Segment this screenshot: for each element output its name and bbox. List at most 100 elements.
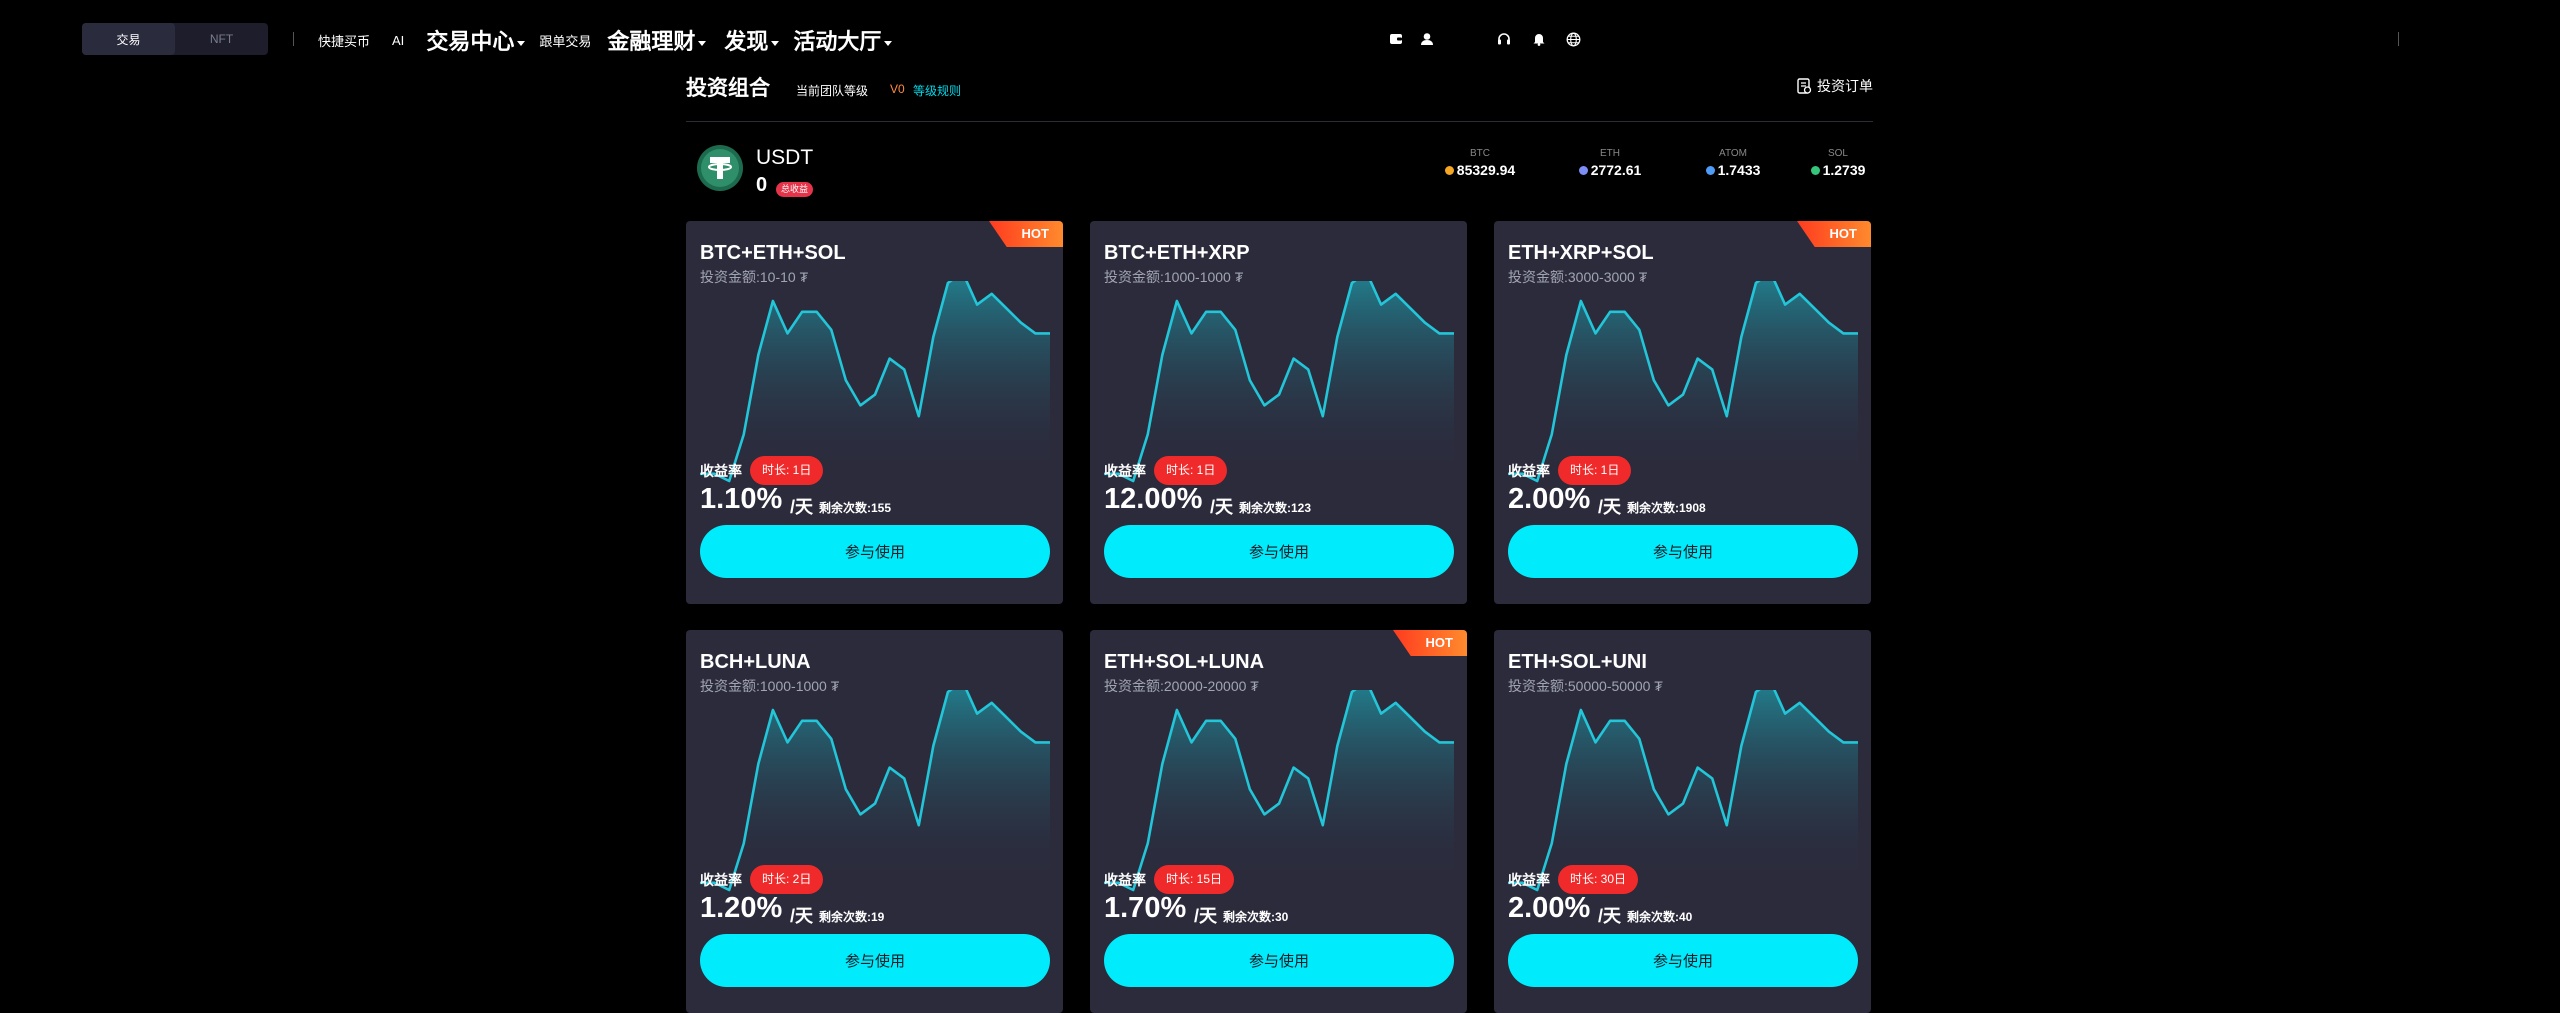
investment-amount: 投资金额:20000-20000 ₮ bbox=[1104, 678, 1259, 694]
yield-label: 收益率 bbox=[1104, 872, 1146, 888]
level-rules-link[interactable]: 等级规则 bbox=[913, 84, 962, 98]
top-navbar: 交易 NFT 快捷买币 AI 交易中心 跟单交易 金融理财 发现 活动大厅 bbox=[0, 0, 2560, 78]
chevron-down-icon bbox=[698, 40, 707, 46]
ticker-symbol: ATOM bbox=[1719, 148, 1747, 159]
hot-badge: HOT bbox=[989, 221, 1063, 247]
yield-value: 1.70% bbox=[1104, 892, 1187, 924]
main-nav: 快捷买币 AI 交易中心 跟单交易 金融理财 发现 活动大厅 bbox=[318, 24, 893, 56]
remaining-count: 剩余次数:40 bbox=[1627, 910, 1693, 924]
duration-badge: 时长: 2日 bbox=[750, 865, 824, 894]
join-button[interactable]: 参与使用 bbox=[1104, 525, 1454, 578]
duration-badge: 时长: 1日 bbox=[1558, 456, 1632, 485]
hot-badge: HOT bbox=[1797, 221, 1871, 247]
product-title: ETH+XRP+SOL bbox=[1508, 242, 1654, 264]
product-card: HOT BTC+ETH+SOL 投资金额:10-10 ₮ 收益率 时长: 1日 1.10%… bbox=[686, 221, 1063, 604]
product-title: BTC+ETH+XRP bbox=[1104, 242, 1250, 264]
nav-divider bbox=[293, 32, 294, 46]
ticker-eth: ETH 2772.61 bbox=[1572, 148, 1648, 178]
product-card: ETH+SOL+UNI 投资金额:50000-50000 ₮ 收益率 时长: 30日 2… bbox=[1494, 630, 1871, 1013]
yield-label: 收益率 bbox=[1508, 872, 1550, 888]
nav-item-label: 活动大厅 bbox=[793, 29, 882, 54]
nav-item-2[interactable]: 交易中心 bbox=[426, 24, 526, 56]
chart-line bbox=[700, 690, 1050, 892]
ticker-atom: ATOM 1.7433 bbox=[1695, 148, 1771, 178]
ticker-price: 2772.61 bbox=[1590, 162, 1642, 178]
investment-orders-link[interactable]: 投资订单 bbox=[1795, 76, 1873, 96]
nav-divider bbox=[2398, 32, 2399, 46]
investment-amount: 投资金额:3000-3000 ₮ bbox=[1508, 269, 1648, 285]
total-balance: 0 bbox=[756, 174, 768, 196]
yield-label: 收益率 bbox=[1508, 463, 1550, 479]
nav-item-label: 金融理财 bbox=[607, 29, 696, 54]
nav-item-label: AI bbox=[392, 32, 405, 48]
ticker-symbol: SOL bbox=[1827, 148, 1848, 159]
market-segment-switch: 交易 NFT bbox=[82, 23, 268, 55]
chart-line bbox=[1508, 281, 1858, 483]
investment-amount: 投资金额:1000-1000 ₮ bbox=[700, 678, 840, 694]
nav-item-3[interactable]: 跟单交易 bbox=[539, 31, 591, 50]
nav-item-4[interactable]: 金融理财 bbox=[607, 24, 707, 56]
product-title: ETH+SOL+UNI bbox=[1508, 651, 1647, 673]
investment-amount: 投资金额:1000-1000 ₮ bbox=[1104, 269, 1244, 285]
usdt-summary: USDT 0 总收益 BTC 85329.94 ETH 2772.61 ATOM 1.74… bbox=[686, 140, 1873, 200]
nav-item-6[interactable]: 活动大厅 bbox=[793, 24, 893, 56]
portfolio-header: 投资组合 当前团队等级 V0 等级规则 投资订单 bbox=[686, 70, 1873, 122]
chevron-down-icon bbox=[884, 40, 893, 46]
product-card: HOT ETH+SOL+LUNA 投资金额:20000-20000 ₮ 收益率 时长: … bbox=[1090, 630, 1467, 1013]
yield-unit: /天 bbox=[1598, 497, 1622, 517]
yield-label: 收益率 bbox=[700, 872, 742, 888]
product-title: BTC+ETH+SOL bbox=[700, 242, 846, 264]
coin-dot-icon bbox=[1444, 165, 1454, 175]
join-button[interactable]: 参与使用 bbox=[700, 934, 1050, 987]
segment-tab-trade[interactable]: 交易 bbox=[82, 23, 175, 55]
remaining-count: 剩余次数:30 bbox=[1223, 910, 1289, 924]
remaining-count: 剩余次数:1908 bbox=[1627, 501, 1706, 515]
coin-dot-icon bbox=[1705, 165, 1715, 175]
nav-item-1[interactable]: AI bbox=[392, 33, 404, 48]
product-card: BTC+ETH+XRP 投资金额:1000-1000 ₮ 收益率 时长: 1日 12.0… bbox=[1090, 221, 1467, 604]
remaining-count: 剩余次数:123 bbox=[1239, 501, 1312, 515]
orders-icon bbox=[1797, 78, 1812, 94]
wallet-icon[interactable] bbox=[1385, 28, 1407, 50]
chart-line bbox=[1508, 690, 1858, 892]
join-button[interactable]: 参与使用 bbox=[1104, 934, 1454, 987]
nav-item-label: 快捷买币 bbox=[318, 33, 371, 49]
hot-badge: HOT bbox=[1393, 630, 1467, 656]
team-level-label: 当前团队等级 bbox=[796, 84, 869, 98]
investment-amount: 投资金额:50000-50000 ₮ bbox=[1508, 678, 1663, 694]
join-button[interactable]: 参与使用 bbox=[1508, 934, 1858, 987]
chart-line bbox=[1104, 281, 1454, 483]
asset-name: USDT bbox=[756, 146, 814, 169]
chart-line bbox=[700, 281, 1050, 483]
ticker-price: 1.7433 bbox=[1717, 162, 1761, 178]
headset-icon[interactable] bbox=[1493, 28, 1515, 50]
coin-dot-icon bbox=[1810, 165, 1820, 175]
chart-line bbox=[1104, 690, 1454, 892]
yield-unit: /天 bbox=[790, 497, 814, 517]
product-title: BCH+LUNA bbox=[700, 651, 811, 673]
yield-unit: /天 bbox=[1210, 497, 1234, 517]
remaining-count: 剩余次数:19 bbox=[819, 910, 885, 924]
usdt-logo-icon bbox=[696, 144, 744, 192]
page-title: 投资组合 bbox=[686, 77, 770, 100]
yield-value: 2.00% bbox=[1508, 483, 1591, 515]
total-earnings-badge: 总收益 bbox=[776, 182, 814, 197]
yield-value: 2.00% bbox=[1508, 892, 1591, 924]
nav-item-5[interactable]: 发现 bbox=[724, 24, 780, 56]
nav-item-label: 跟单交易 bbox=[539, 33, 592, 49]
segment-tab-nft[interactable]: NFT bbox=[209, 32, 234, 46]
bell-icon[interactable] bbox=[1528, 28, 1550, 50]
ticker-symbol: BTC bbox=[1470, 148, 1490, 159]
remaining-count: 剩余次数:155 bbox=[819, 501, 892, 515]
nav-item-0[interactable]: 快捷买币 bbox=[318, 31, 370, 50]
yield-unit: /天 bbox=[1194, 906, 1218, 926]
user-icon[interactable] bbox=[1416, 28, 1438, 50]
product-card: BCH+LUNA 投资金额:1000-1000 ₮ 收益率 时长: 2日 1.20% /天… bbox=[686, 630, 1063, 1013]
join-button[interactable]: 参与使用 bbox=[700, 525, 1050, 578]
join-button[interactable]: 参与使用 bbox=[1508, 525, 1858, 578]
duration-badge: 时长: 15日 bbox=[1154, 865, 1235, 894]
duration-badge: 时长: 30日 bbox=[1558, 865, 1639, 894]
globe-icon[interactable] bbox=[1562, 28, 1584, 50]
coin-dot-icon bbox=[1578, 165, 1588, 175]
duration-badge: 时长: 1日 bbox=[750, 456, 824, 485]
